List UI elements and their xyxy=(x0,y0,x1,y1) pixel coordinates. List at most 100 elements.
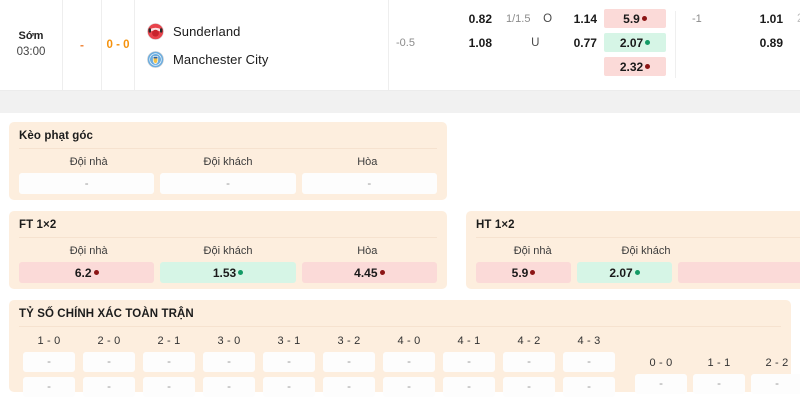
odds-group-handicap: 0.82 -0.5 1.08 xyxy=(389,9,499,76)
odds-cell-1x2-away[interactable]: 2.32 xyxy=(604,57,666,76)
ft-card-headers: Đội nhà Đội khách Hòa xyxy=(19,243,437,262)
score-value-row1[interactable]: - xyxy=(23,352,75,372)
score-value-row1[interactable]: - xyxy=(383,352,435,372)
odds-value: 1.01 xyxy=(759,11,783,26)
column-header-away: Đội khách xyxy=(203,156,253,168)
odds-group-over-under: 1/1.5 O 1.14 U 0.77 xyxy=(499,9,604,76)
score-label: 3 - 2 xyxy=(337,335,361,347)
odds-line: -0.5 xyxy=(396,36,415,49)
score-value-row1[interactable]: - xyxy=(323,352,375,372)
score-value-row1[interactable]: - xyxy=(143,352,195,372)
odds-value: 5.9 xyxy=(623,11,640,26)
score-value-row2[interactable]: - xyxy=(563,377,615,397)
home-team-row[interactable]: Sunderland xyxy=(147,22,388,40)
odds-line: 1/1.5 xyxy=(506,12,531,25)
odds-value: 0.77 xyxy=(573,35,597,50)
score-column-4-1: 4 - 1 - - xyxy=(439,332,499,402)
score-value-row1[interactable]: - xyxy=(693,374,745,394)
ft-value-draw[interactable]: 4.45 xyxy=(301,262,437,283)
corner-card-title: Kèo phạt góc xyxy=(19,130,437,149)
odds-cell-handicap-away[interactable]: -0.5 1.08 xyxy=(389,33,499,52)
trend-up-dot-icon xyxy=(645,64,651,69)
exact-score-main-block: 1 - 0 - - 2 - 0 - - 2 - 1 - - 3 - 0 - xyxy=(19,332,619,402)
exact-score-title: TỶ SỐ CHÍNH XÁC TOÀN TRẬN xyxy=(19,308,781,327)
odds-cell-over-under-empty xyxy=(499,57,604,76)
score-value-row1[interactable]: - xyxy=(203,352,255,372)
match-time-column: Sớm 03:00 xyxy=(0,0,63,90)
odds-cell-over[interactable]: 1/1.5 O 1.14 xyxy=(499,9,604,28)
match-dash: - xyxy=(63,0,102,90)
ft-card-values: 6.2 1.53 4.45 xyxy=(19,262,437,283)
score-value-row2[interactable]: - xyxy=(143,377,195,397)
score-value-row1[interactable]: - xyxy=(563,352,615,372)
score-value-row2[interactable]: - xyxy=(203,377,255,397)
score-value-row1[interactable]: - xyxy=(443,352,495,372)
score-value-row1[interactable]: - xyxy=(83,352,135,372)
odds-cell-handicap-home[interactable]: 0.82 xyxy=(389,9,499,28)
exact-score-card: TỶ SỐ CHÍNH XÁC TOÀN TRẬN 1 - 0 - - 2 - … xyxy=(9,300,800,397)
score-value-row1[interactable]: - xyxy=(263,352,315,372)
odds-divider xyxy=(675,11,676,78)
score-value-row2[interactable]: - xyxy=(323,377,375,397)
score-value-row1[interactable]: - xyxy=(751,374,800,394)
column-header-home: Đội nhà xyxy=(69,245,108,257)
score-label: 4 - 2 xyxy=(517,335,541,347)
odds-value: 4.45 xyxy=(354,265,378,280)
score-value-row1[interactable]: - xyxy=(503,352,555,372)
ft-1x2-card: FT 1×2 Đội nhà Đội khách Hòa 6.2 1.53 4.… xyxy=(9,211,447,289)
score-column-0-0: 0 - 0 - xyxy=(632,354,690,399)
corner-value-home[interactable]: - xyxy=(19,173,155,194)
score-value-row2[interactable]: - xyxy=(23,377,75,397)
score-column-1-0: 1 - 0 - - xyxy=(19,332,79,402)
odds-cell-under[interactable]: U 0.77 xyxy=(499,33,604,52)
odds-value: 2.07 xyxy=(619,35,644,50)
match-header-row[interactable]: Sớm 03:00 - 0 - 0 Sunderlan xyxy=(0,0,800,91)
score-column-2-1: 2 - 1 - - xyxy=(139,332,199,402)
score-value-row2[interactable]: - xyxy=(383,377,435,397)
score-value-row2[interactable]: - xyxy=(263,377,315,397)
corner-value-draw[interactable]: - xyxy=(301,173,437,194)
odds-cell-handicap-alt-away[interactable]: 0.89 xyxy=(685,33,790,52)
odds-value: 0.82 xyxy=(468,11,492,26)
trend-up-dot-icon xyxy=(530,270,536,275)
odds-cell-ou-alt-line[interactable]: 2.5/3 xyxy=(790,9,800,28)
score-label: 4 - 1 xyxy=(457,335,481,347)
score-value-row2[interactable]: - xyxy=(503,377,555,397)
column-header-draw: Hòa xyxy=(357,156,378,168)
score-value-row2[interactable]: - xyxy=(83,377,135,397)
trend-down-dot-icon xyxy=(645,40,651,45)
odds-cell-ou-alt-empty[interactable] xyxy=(790,33,800,52)
odds-value: 1.53 xyxy=(212,265,237,280)
ft-value-away[interactable]: 1.53 xyxy=(160,262,296,283)
odds-cell-handicap-alt-home[interactable]: -1 1.01 xyxy=(685,9,790,28)
ht-value-home[interactable]: 5.9 xyxy=(476,262,571,283)
corner-card-headers: Đội nhà Đội khách Hòa xyxy=(19,154,437,173)
away-team-row[interactable]: Manchester City xyxy=(147,50,388,68)
score-label: 2 - 1 xyxy=(157,335,181,347)
score-label: 3 - 0 xyxy=(217,335,241,347)
score-column-3-2: 3 - 2 - - xyxy=(319,332,379,402)
teams-column: Sunderland Manchester City xyxy=(135,0,389,90)
score-column-4-2: 4 - 2 - - xyxy=(499,332,559,402)
odds-line: 2.5/3 xyxy=(797,13,800,25)
score-column-2-2: 2 - 2 - xyxy=(748,354,800,399)
score-value-row1[interactable]: - xyxy=(635,374,687,394)
column-header-away: Đội khách xyxy=(203,245,253,257)
column-header-draw xyxy=(703,243,800,262)
score-value-row2[interactable]: - xyxy=(443,377,495,397)
ht-value-draw[interactable] xyxy=(678,262,800,283)
score-label: 3 - 1 xyxy=(277,335,301,347)
corner-value-away[interactable]: - xyxy=(160,173,296,194)
match-status-label: Sớm xyxy=(18,30,44,43)
odds-value: 2.32 xyxy=(619,59,644,74)
odds-cell-1x2-home[interactable]: 5.9 xyxy=(604,9,666,28)
column-header-home: Đội nhà xyxy=(69,156,108,168)
ft-value-home[interactable]: 6.2 xyxy=(19,262,155,283)
trend-up-dot-icon xyxy=(379,270,385,275)
odds-value: 2.07 xyxy=(609,265,633,280)
odds-line: -1 xyxy=(692,12,702,25)
ht-card-headers: Đội nhà Đội khách xyxy=(476,243,800,262)
odds-cell-1x2-draw[interactable]: 2.07 xyxy=(604,33,666,52)
ht-value-away[interactable]: 2.07 xyxy=(577,262,672,283)
